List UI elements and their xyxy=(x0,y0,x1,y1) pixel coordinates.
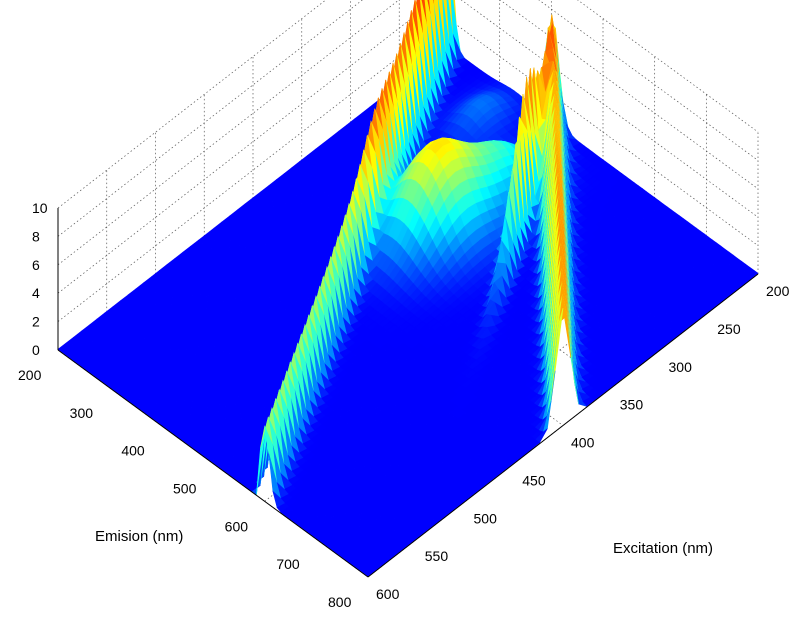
z-tick-label: 8 xyxy=(32,228,40,244)
y-tick-label: 350 xyxy=(620,397,644,413)
z-tick-label: 0 xyxy=(32,342,40,358)
y-axis-line xyxy=(367,273,759,578)
x-tick-label: 200 xyxy=(18,367,42,383)
y-tick-label: 200 xyxy=(766,283,790,299)
z-tick-label: 2 xyxy=(32,314,40,330)
grid-line xyxy=(499,0,759,190)
z-tick-label: 10 xyxy=(32,200,48,216)
axes xyxy=(57,208,759,578)
x-tick-label: 700 xyxy=(276,556,300,572)
surface xyxy=(57,0,759,577)
x-axis-line xyxy=(57,349,369,578)
y-tick-label: 500 xyxy=(474,510,498,526)
grid-line xyxy=(460,0,759,218)
y-tick-label: 550 xyxy=(425,548,449,564)
x-tick-label: 600 xyxy=(225,518,249,534)
grid-line xyxy=(538,0,759,161)
x-axis-ticks: 200 300 400 500 600 700 800 xyxy=(18,367,352,610)
y-tick-label: 450 xyxy=(522,472,546,488)
x-tick-label: 300 xyxy=(70,405,94,421)
y-axis-ticks: 200 250 300 350 400 450 500 550 600 xyxy=(376,283,790,602)
y-tick-label: 250 xyxy=(717,321,741,337)
grid-line xyxy=(447,18,759,246)
surface-patch xyxy=(363,566,377,577)
z-tick-label: 4 xyxy=(32,285,40,301)
x-tick-label: 400 xyxy=(121,443,145,459)
y-axis-label: Excitation (nm) xyxy=(613,540,713,557)
z-axis-ticks: 0 2 4 6 8 10 xyxy=(32,200,48,358)
grid-line xyxy=(577,0,759,133)
x-tick-label: 800 xyxy=(328,594,352,610)
z-tick-label: 6 xyxy=(32,257,40,273)
y-tick-label: 600 xyxy=(376,586,400,602)
x-axis-label: Emision (nm) xyxy=(95,528,183,545)
y-tick-label: 300 xyxy=(669,359,693,375)
x-tick-label: 500 xyxy=(173,481,197,497)
y-tick-label: 400 xyxy=(571,435,595,451)
